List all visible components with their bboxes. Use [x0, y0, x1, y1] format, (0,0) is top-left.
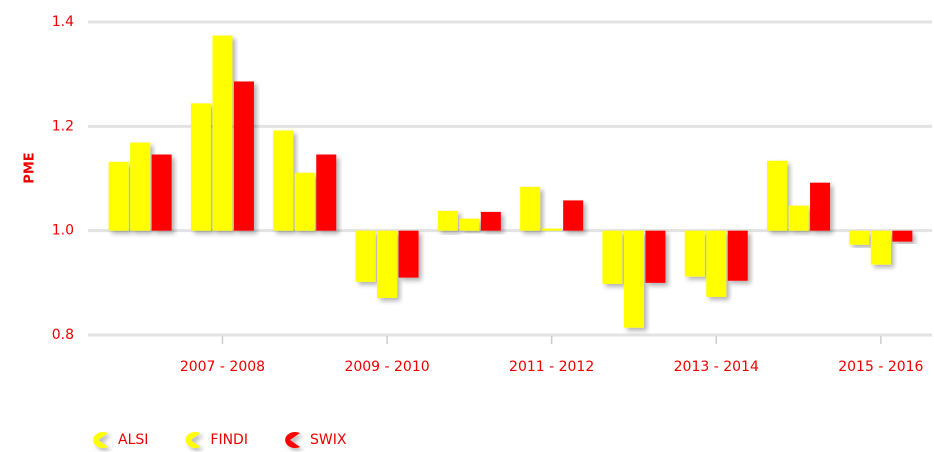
- bar: [437, 210, 458, 231]
- bar: [810, 182, 831, 231]
- bar: [767, 160, 788, 231]
- bar: [190, 103, 211, 231]
- bar: [480, 211, 501, 231]
- bar: [563, 200, 584, 231]
- bar: [377, 230, 398, 298]
- bar: [684, 230, 705, 277]
- bar: [520, 186, 541, 231]
- bar: [398, 230, 419, 278]
- x-tick-label: 2015 - 2016: [838, 359, 923, 375]
- bar: [541, 228, 562, 231]
- bar: [870, 230, 891, 265]
- bar: [602, 230, 623, 284]
- bar: [459, 218, 480, 231]
- bar: [212, 35, 233, 231]
- legend-label: FINDI: [210, 432, 248, 448]
- y-tick-label: 1.0: [52, 223, 74, 239]
- bar: [727, 230, 748, 281]
- bar: [706, 230, 727, 297]
- y-axis-label: PME: [23, 152, 38, 183]
- bar: [108, 161, 129, 231]
- bar: [130, 142, 151, 231]
- legend-label: SWIX: [310, 432, 347, 448]
- bar: [273, 130, 294, 231]
- legend-label: ALSI: [118, 432, 148, 448]
- bar: [892, 230, 913, 242]
- bar: [645, 230, 666, 283]
- x-tick-label: 2007 - 2008: [180, 359, 265, 375]
- legend-icon: [185, 432, 201, 448]
- x-tick-label: 2009 - 2010: [344, 359, 429, 375]
- legend-icon: [285, 432, 300, 448]
- bar: [355, 230, 376, 282]
- bar: [316, 154, 337, 231]
- bar: [151, 154, 172, 231]
- bar: [849, 230, 870, 245]
- x-tick-label: 2013 - 2014: [674, 359, 759, 375]
- y-tick-label: 1.4: [52, 14, 74, 30]
- y-tick-label: 0.8: [52, 327, 74, 343]
- bar: [233, 81, 254, 231]
- bar: [623, 230, 644, 328]
- bar: [788, 205, 809, 231]
- x-tick-label: 2011 - 2012: [509, 359, 594, 375]
- legend-icon: [93, 432, 108, 448]
- bar: [294, 172, 315, 231]
- y-tick-label: 1.2: [52, 118, 74, 134]
